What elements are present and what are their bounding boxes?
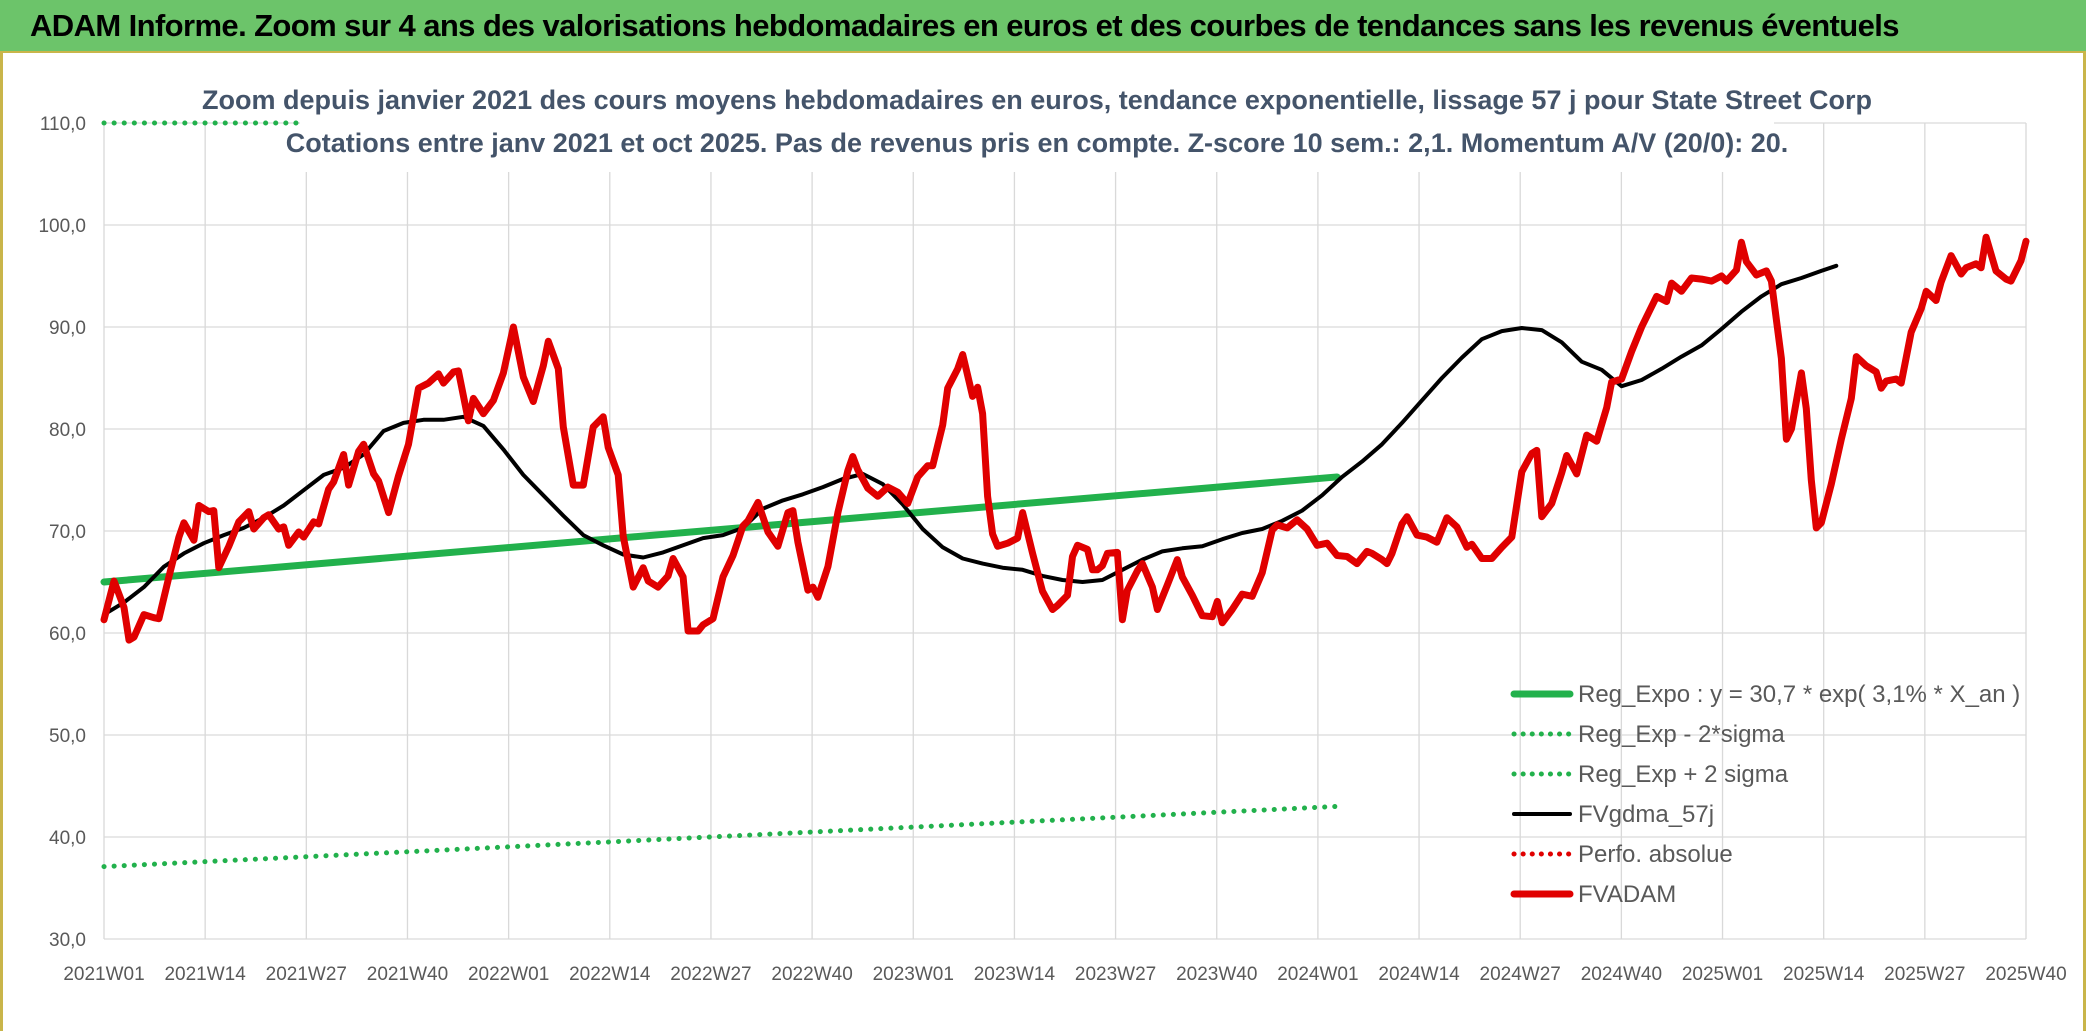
series-reg-expo [100,473,1341,586]
x-tick-label: 2022W40 [771,964,852,985]
x-tick-label: 2022W27 [670,964,751,985]
title-banner: ADAM Informe. Zoom sur 4 ans des valoris… [0,0,2086,53]
chart-title-line-2: Cotations entre janv 2021 et oct 2025. P… [286,128,1789,158]
x-tick-label: 2023W40 [1176,964,1257,985]
x-axis-tick-labels: 2021W01 2021W14 2021W27 2021W40 2022W01 2022W… [63,964,2066,985]
legend-label: Perfo. absolue [1578,841,1733,868]
title-background [300,82,1774,172]
y-axis-tick-labels: 30,0 40,0 50,0 60,0 70,0 80,0 90,0 100,0 110,0 [38,114,86,951]
x-tick-label: 2021W27 [266,964,347,985]
x-tick-label: 2025W14 [1783,964,1865,985]
x-tick-label: 2021W14 [164,964,246,985]
x-tick-label: 2021W40 [367,964,448,985]
chart-title: Zoom depuis janvier 2021 des cours moyen… [202,82,1872,172]
y-tick-label: 70,0 [49,522,86,543]
x-tick-label: 2024W14 [1378,964,1460,985]
legend-label: Reg_Expo : y = 30,7 * exp( 3,1% * X_an ) [1578,681,2020,708]
series-reg-exp-2-sigma [101,803,1340,870]
chart-frame [0,53,2086,1031]
x-tick-label: 2024W27 [1480,964,1561,985]
y-tick-label: 80,0 [49,420,86,441]
y-tick-label: 60,0 [49,624,86,645]
legend-label: FVgdma_57j [1578,801,1714,828]
series-fvadam [100,233,2030,644]
series-fvgdma-57j [102,263,1839,617]
y-tick-label: 40,0 [49,828,86,849]
y-tick-label: 50,0 [49,726,86,747]
x-tick-label: 2025W01 [1682,964,1763,985]
y-tick-label: 110,0 [40,114,86,135]
legend-label: Reg_Exp - 2*sigma [1578,721,1785,748]
y-tick-label: 90,0 [49,318,86,339]
x-tick-label: 2022W01 [468,964,549,985]
banner-title: ADAM Informe. Zoom sur 4 ans des valoris… [30,8,1900,43]
x-tick-label: 2024W40 [1581,964,1662,985]
x-tick-label: 2025W27 [1884,964,1965,985]
x-tick-label: 2024W01 [1277,964,1358,985]
legend: Reg_Expo : y = 30,7 * exp( 3,1% * X_an )… [1510,681,2020,908]
y-tick-label: 100,0 [38,216,86,237]
legend-label: Reg_Exp + 2 sigma [1578,761,1789,788]
x-tick-label: 2023W27 [1075,964,1156,985]
legend-label: FVADAM [1578,881,1676,908]
x-tick-label: 2023W01 [873,964,954,985]
series-layer [100,120,2030,870]
x-tick-label: 2021W01 [63,964,144,985]
x-tick-label: 2025W40 [1985,964,2066,985]
gridlines [103,122,2027,940]
x-tick-label: 2022W14 [569,964,651,985]
chart-title-line-1: Zoom depuis janvier 2021 des cours moyen… [202,85,1872,115]
x-tick-label: 2023W14 [974,964,1056,985]
y-tick-label: 30,0 [49,930,86,951]
